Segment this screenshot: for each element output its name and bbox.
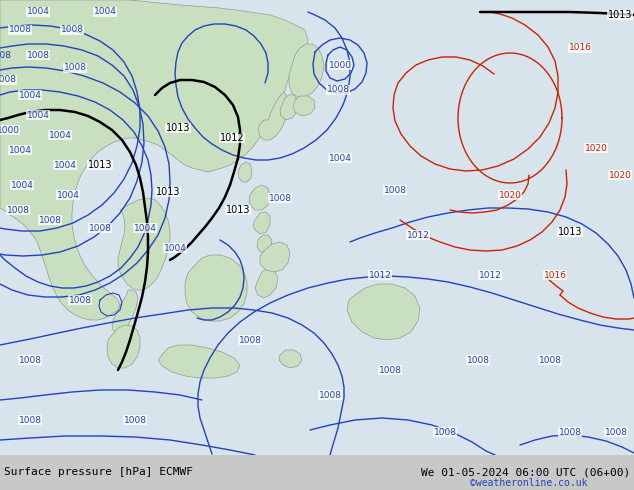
- Text: 1008: 1008: [18, 416, 41, 424]
- Polygon shape: [258, 92, 288, 140]
- Polygon shape: [253, 212, 270, 234]
- Polygon shape: [158, 345, 240, 378]
- Text: 1020: 1020: [609, 171, 631, 179]
- Text: 1012: 1012: [479, 270, 501, 279]
- Text: 1004: 1004: [328, 153, 351, 163]
- Text: 1008: 1008: [0, 75, 16, 84]
- Text: 1004: 1004: [134, 223, 157, 232]
- Polygon shape: [279, 350, 302, 368]
- Polygon shape: [238, 162, 252, 182]
- Text: 1008: 1008: [238, 336, 261, 344]
- Text: 1008: 1008: [68, 295, 91, 304]
- Text: 1016: 1016: [543, 270, 567, 279]
- Polygon shape: [289, 44, 324, 97]
- Text: 1008: 1008: [269, 194, 292, 202]
- Text: 1004: 1004: [27, 111, 49, 120]
- Text: 1004: 1004: [9, 146, 32, 154]
- Text: 1008: 1008: [327, 85, 349, 95]
- Polygon shape: [260, 242, 290, 272]
- Text: 1008: 1008: [8, 25, 32, 34]
- Text: 1008: 1008: [39, 216, 61, 224]
- Polygon shape: [255, 268, 278, 298]
- Text: 1004: 1004: [56, 191, 79, 199]
- Text: 1013: 1013: [226, 205, 250, 215]
- Polygon shape: [257, 235, 272, 252]
- Text: 1000: 1000: [0, 125, 20, 134]
- Text: 1000: 1000: [328, 60, 351, 70]
- Text: 1013: 1013: [558, 227, 582, 237]
- Text: 1004: 1004: [18, 91, 41, 99]
- Text: We 01-05-2024 06:00 UTC (06+00): We 01-05-2024 06:00 UTC (06+00): [421, 467, 630, 477]
- Text: 1008: 1008: [27, 50, 49, 59]
- Text: ©weatheronline.co.uk: ©weatheronline.co.uk: [470, 478, 588, 488]
- Text: 1004: 1004: [164, 244, 186, 252]
- Polygon shape: [280, 94, 298, 120]
- Text: 1004: 1004: [27, 7, 49, 17]
- Text: 1004: 1004: [94, 7, 117, 17]
- Text: 1013: 1013: [165, 123, 190, 133]
- Text: 1008: 1008: [378, 366, 401, 374]
- Polygon shape: [0, 0, 308, 320]
- Text: 1012: 1012: [368, 270, 391, 279]
- Text: 1013: 1013: [87, 160, 112, 170]
- Text: 1008: 1008: [384, 186, 406, 195]
- Text: 1013: 1013: [156, 187, 180, 197]
- Polygon shape: [185, 255, 247, 321]
- Text: 1004: 1004: [49, 130, 72, 140]
- Text: 1020: 1020: [498, 191, 521, 199]
- Text: 1012: 1012: [406, 230, 429, 240]
- Text: Surface pressure [hPa] ECMWF: Surface pressure [hPa] ECMWF: [4, 467, 193, 477]
- Bar: [0, 455, 634, 490]
- Text: 1008: 1008: [89, 223, 112, 232]
- Text: 1012: 1012: [220, 133, 244, 143]
- Polygon shape: [112, 290, 138, 333]
- Text: 1008: 1008: [467, 356, 489, 365]
- Text: 1008: 1008: [63, 64, 86, 73]
- Text: 1008: 1008: [434, 427, 456, 437]
- Text: 1008: 1008: [538, 356, 562, 365]
- Text: 1008: 1008: [604, 427, 628, 437]
- Polygon shape: [293, 96, 315, 116]
- Text: 1008: 1008: [559, 427, 581, 437]
- Text: 1008: 1008: [0, 50, 11, 59]
- Text: 1016: 1016: [569, 44, 592, 52]
- Text: 1008: 1008: [318, 391, 342, 399]
- Text: 1004: 1004: [53, 161, 77, 170]
- Text: 1008: 1008: [124, 416, 146, 424]
- Text: 1013: 1013: [608, 10, 632, 20]
- Polygon shape: [249, 185, 270, 210]
- Text: 1008: 1008: [60, 25, 84, 34]
- Polygon shape: [347, 284, 420, 340]
- Text: 1008: 1008: [6, 205, 30, 215]
- Polygon shape: [107, 325, 140, 368]
- Text: 1004: 1004: [11, 180, 34, 190]
- Text: 1020: 1020: [585, 144, 607, 152]
- Polygon shape: [118, 198, 170, 290]
- Text: 1008: 1008: [18, 356, 41, 365]
